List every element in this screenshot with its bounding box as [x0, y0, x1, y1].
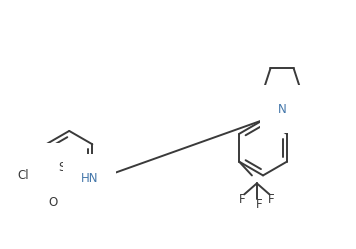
Text: F: F — [239, 193, 246, 206]
Text: O: O — [48, 196, 58, 209]
Text: F: F — [268, 193, 275, 206]
Text: HN: HN — [80, 172, 98, 185]
Text: F: F — [256, 198, 262, 211]
Text: S: S — [58, 161, 66, 174]
Text: N: N — [278, 103, 287, 116]
Text: Cl: Cl — [17, 169, 29, 182]
